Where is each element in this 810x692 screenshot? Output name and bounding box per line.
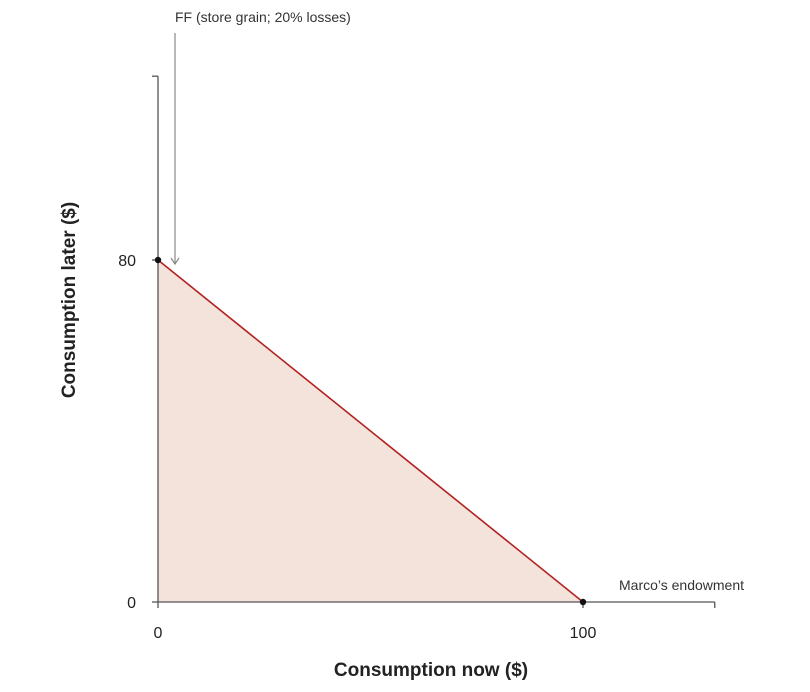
data-point <box>154 256 162 264</box>
y-tick-label: 80 <box>118 253 136 270</box>
x-tick-label: 0 <box>154 625 163 642</box>
y-tick-label: 0 <box>127 595 136 612</box>
ff-annotation-arrowhead <box>170 257 180 266</box>
data-point <box>579 598 587 606</box>
y-axis-title: Consumption later ($) <box>59 202 80 398</box>
x-tick-label: 100 <box>570 625 597 642</box>
ff-annotation-label: FF (store grain; 20% losses) <box>175 9 351 25</box>
y-ticks: 0 80 <box>118 253 158 612</box>
endowment-annotation-label: Marco’s endowment <box>619 577 744 593</box>
points <box>154 256 587 606</box>
ff-frontier-line <box>157 259 584 603</box>
x-axis-title: Consumption now ($) <box>334 660 528 681</box>
x-ticks: 0 100 <box>154 602 597 642</box>
